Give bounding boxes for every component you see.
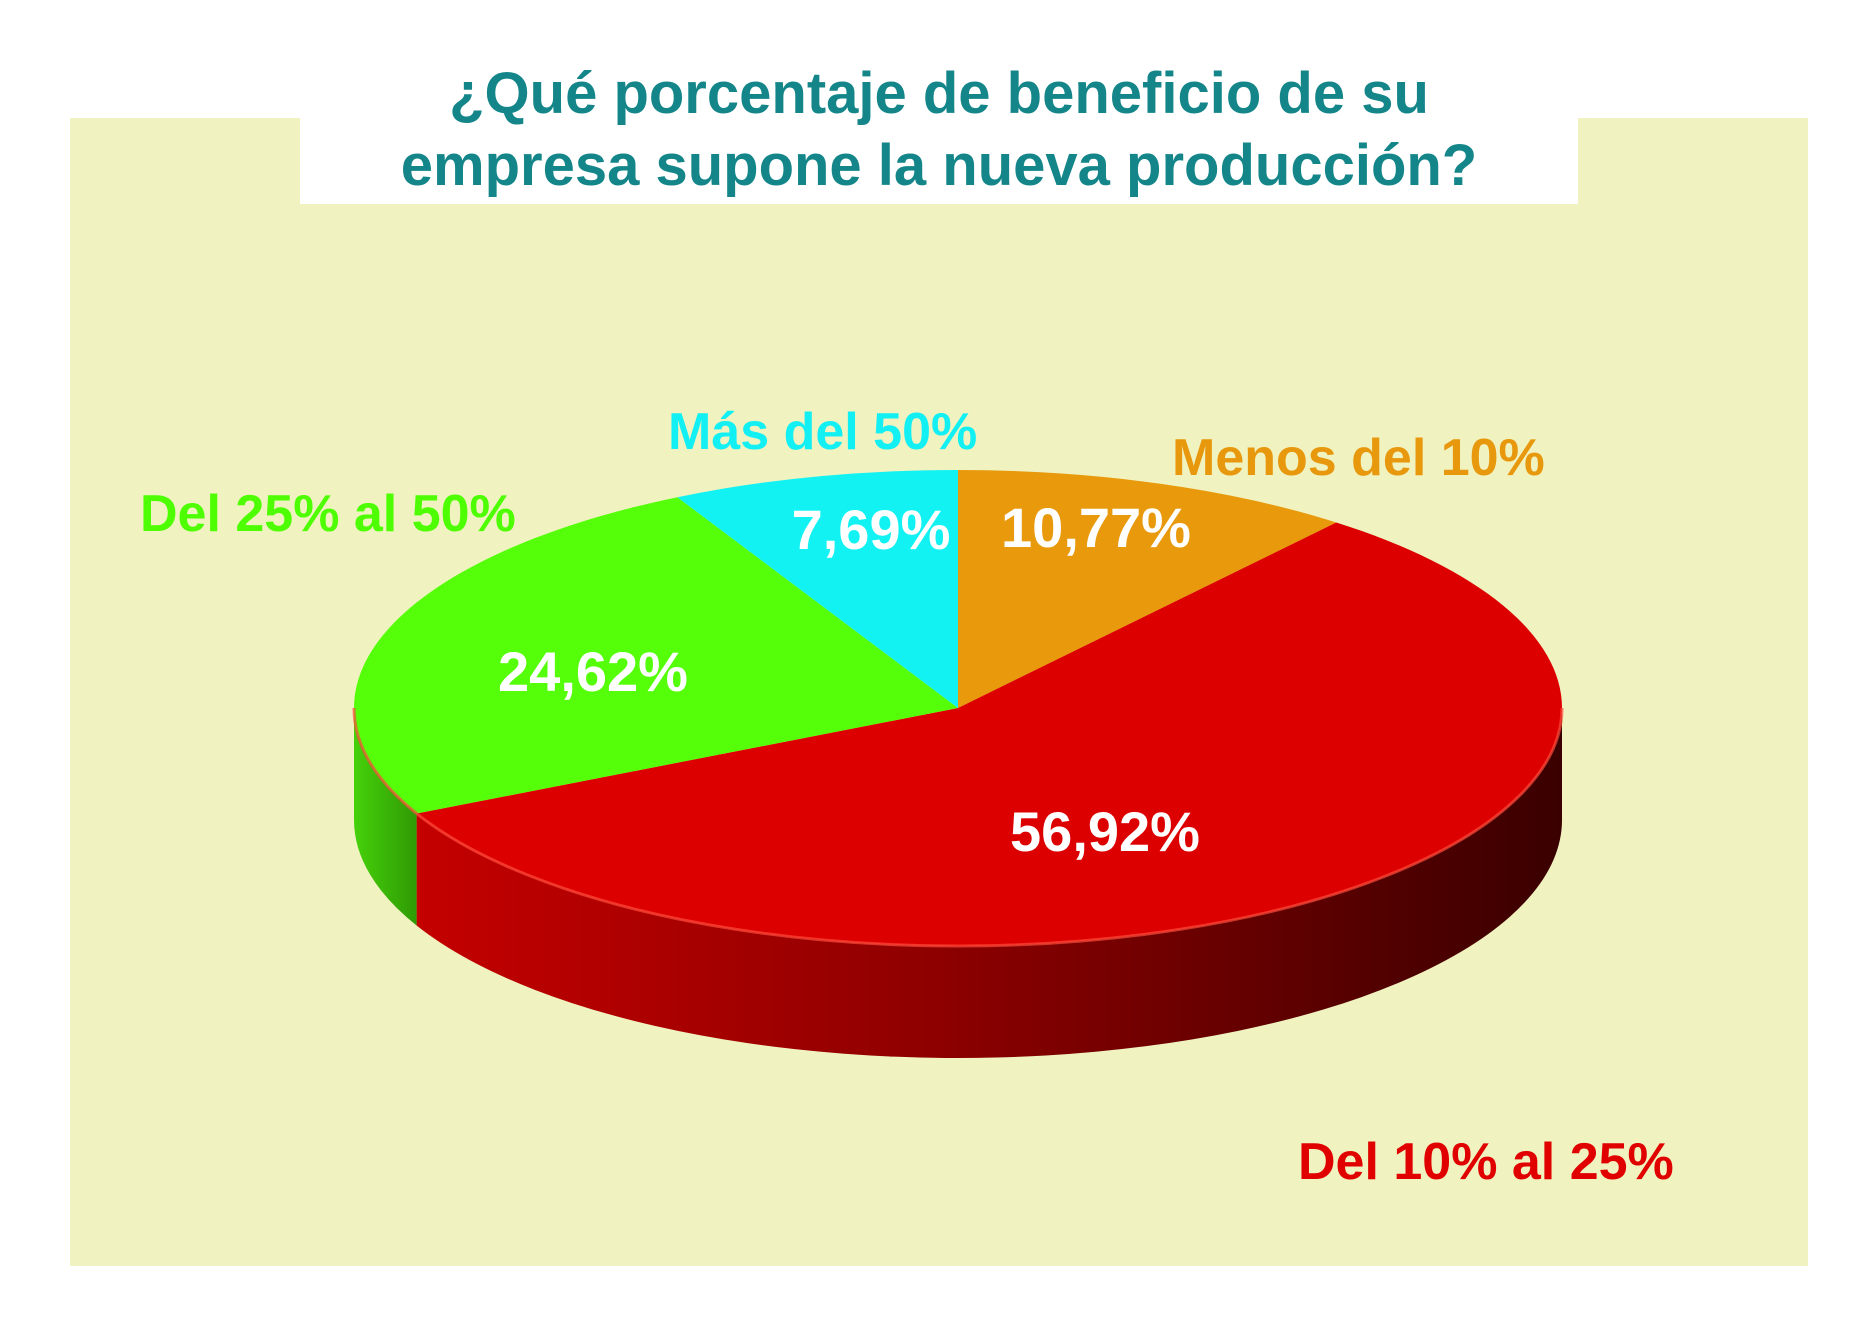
pie-side-1 xyxy=(416,708,1563,1058)
value-label-3: 7,69% xyxy=(791,498,951,561)
chart-title: ¿Qué porcentaje de beneficio de su empre… xyxy=(400,61,1478,198)
category-label-0: Menos del 10% xyxy=(1172,429,1545,487)
category-label-3: Más del 50% xyxy=(668,403,978,461)
category-label-1: Del 10% al 25% xyxy=(1298,1133,1674,1191)
title-box xyxy=(300,50,1578,204)
pie-slice-1 xyxy=(416,522,1562,946)
pie-rim-highlight xyxy=(352,707,1564,948)
pie-slice-0 xyxy=(958,470,1337,708)
value-label-1: 56,92% xyxy=(1010,800,1200,863)
category-label-2: Del 25% al 50% xyxy=(140,485,516,543)
pie-slice-2 xyxy=(353,497,958,814)
value-label-0: 10,77% xyxy=(1001,496,1191,559)
pie-slice-3 xyxy=(677,470,958,708)
value-label-2: 24,62% xyxy=(498,640,688,703)
